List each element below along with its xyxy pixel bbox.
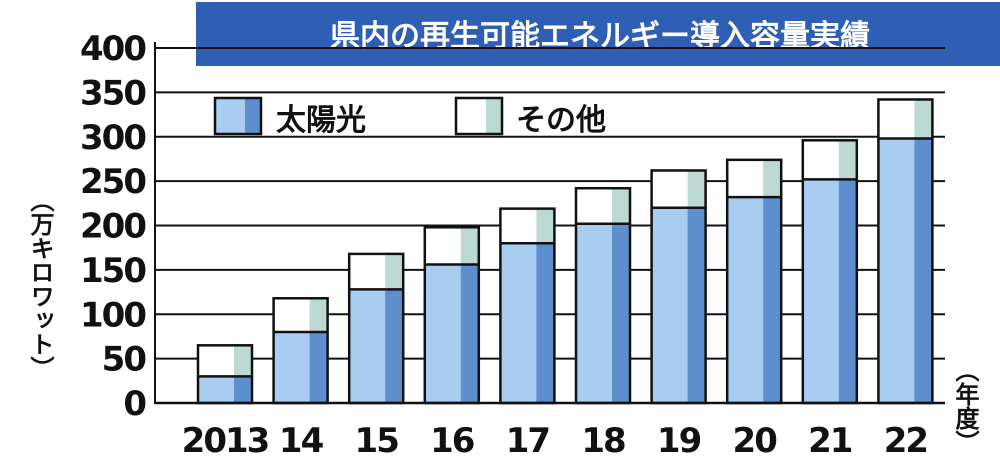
bar-group xyxy=(272,297,329,405)
bar-group xyxy=(574,186,632,405)
bar-solar xyxy=(838,179,857,403)
x-axis-label: （年度） xyxy=(951,358,979,454)
x-tick-label: 15 xyxy=(355,421,399,461)
bars xyxy=(196,98,934,405)
bar-solar xyxy=(385,289,404,403)
legend-label-solar: 太陽光 xyxy=(276,103,366,138)
bar-solar xyxy=(536,243,555,403)
bar-group xyxy=(347,252,405,405)
y-tick-label: 300 xyxy=(80,118,146,158)
y-axis-label: （万キロワット） xyxy=(26,188,54,380)
x-tick-labels: 2013 14 15 16 17 18 19 20 21 22 xyxy=(182,421,929,461)
bar-other xyxy=(460,227,479,265)
bar-other xyxy=(763,159,782,198)
bar-other xyxy=(838,140,857,180)
bar-group xyxy=(801,139,859,405)
bar-solar xyxy=(687,207,706,403)
x-tick-label: 20 xyxy=(733,421,778,461)
bar-solar xyxy=(763,197,782,403)
y-tick-label: 200 xyxy=(80,207,146,247)
y-tick-label: 400 xyxy=(80,29,146,69)
bar-group xyxy=(725,158,783,405)
x-tick-label: 2013 xyxy=(182,421,269,461)
x-tick-label: 17 xyxy=(506,421,549,461)
legend-swatch-solar xyxy=(213,96,263,136)
bar-solar xyxy=(612,223,630,403)
bar-group xyxy=(499,207,556,405)
x-tick-label: 14 xyxy=(279,421,324,461)
title-banner xyxy=(196,2,1000,66)
bar-solar xyxy=(234,376,252,403)
bar-solar xyxy=(460,264,479,403)
x-tick-label: 18 xyxy=(581,421,625,461)
x-tick-label: 19 xyxy=(657,421,701,461)
y-tick-label: 50 xyxy=(102,340,147,380)
x-tick-label: 22 xyxy=(884,421,927,461)
bar-other xyxy=(309,298,328,332)
bar-other xyxy=(234,345,252,377)
x-tick-label: 16 xyxy=(430,421,474,461)
bar-group xyxy=(877,98,934,405)
bar-other xyxy=(536,208,555,244)
y-tick-label: 150 xyxy=(80,251,146,291)
bar-other xyxy=(385,253,404,290)
bar-group xyxy=(423,226,481,405)
bar-solar xyxy=(309,332,328,403)
y-tick-label: 250 xyxy=(80,162,146,202)
bar-other xyxy=(612,188,630,224)
y-tick-label: 350 xyxy=(80,73,146,113)
bar-other xyxy=(687,170,706,208)
y-tick-label: 100 xyxy=(80,295,146,335)
bar-other xyxy=(914,99,933,139)
bar-group xyxy=(650,169,707,405)
bar-solar xyxy=(914,138,933,403)
legend: 太陽光 その他 xyxy=(213,96,606,138)
y-tick-label: 0 xyxy=(123,384,146,424)
legend-swatch-other xyxy=(454,96,504,136)
legend-label-other: その他 xyxy=(516,103,606,138)
x-tick-label: 21 xyxy=(808,421,852,461)
bar-group xyxy=(196,344,254,405)
